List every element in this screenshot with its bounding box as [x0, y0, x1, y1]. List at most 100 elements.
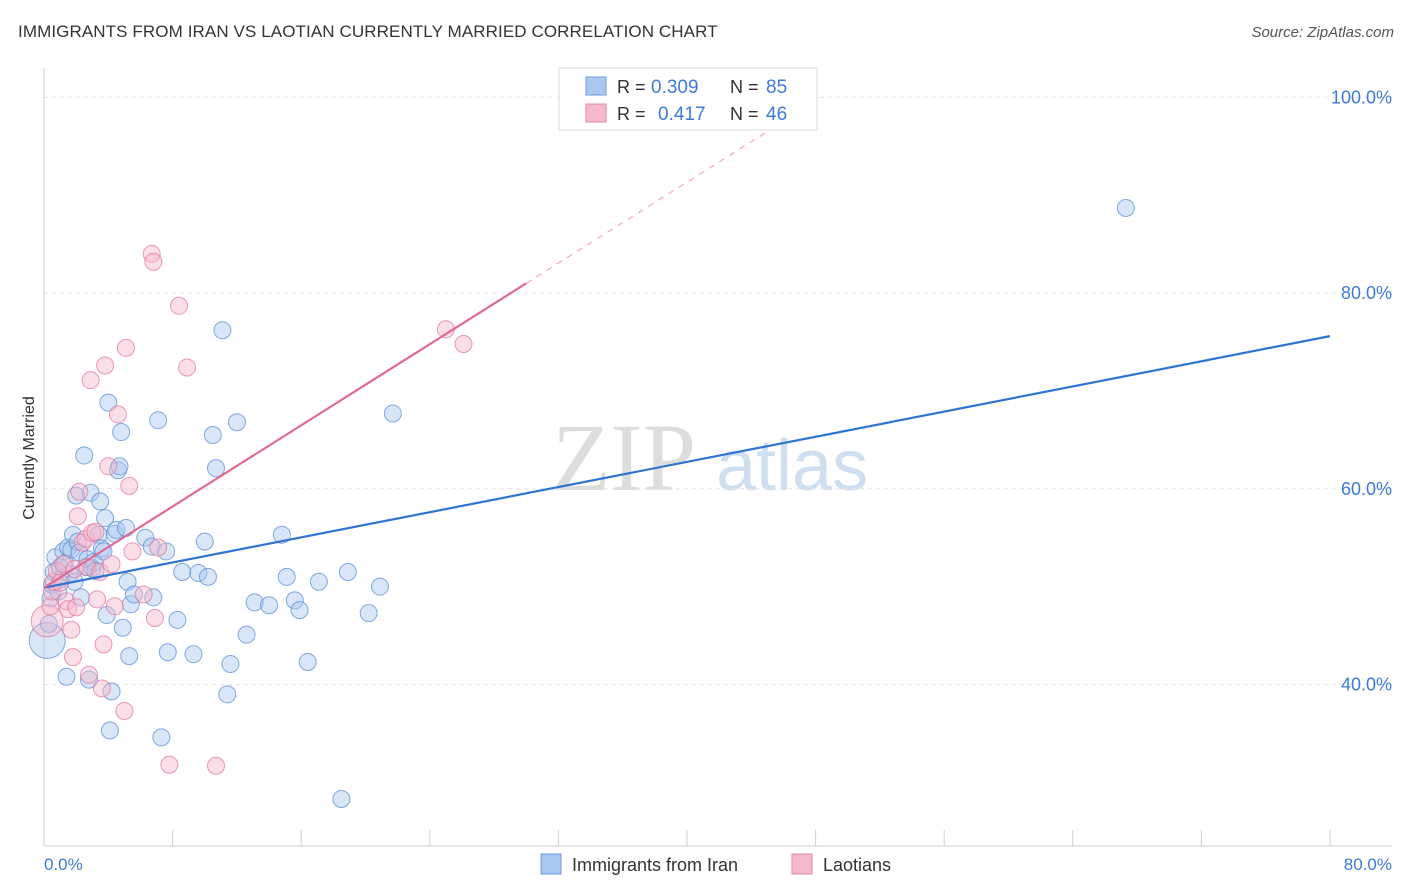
iran-point — [136, 528, 155, 547]
iran-point — [383, 404, 402, 423]
laotians-point — [86, 522, 105, 541]
iran-point — [100, 721, 119, 740]
laotians-point — [142, 244, 161, 263]
x-ticks — [43, 830, 1331, 846]
stats-r-value-iran: 0.309 — [651, 77, 699, 98]
iran-point — [152, 728, 171, 747]
bottom-legend: Immigrants from Iran Laotians — [540, 853, 891, 875]
laotians-point — [92, 679, 111, 698]
laotians-point — [160, 755, 179, 774]
stats-r-value-laotians: 0.417 — [658, 104, 706, 125]
iran-point — [57, 667, 76, 686]
laotians-point — [99, 457, 118, 476]
iran-point — [158, 643, 177, 662]
legend-swatch-iran — [540, 853, 562, 875]
series-laotians-points — [30, 244, 473, 775]
iran-point — [298, 653, 317, 672]
iran-point — [121, 595, 140, 614]
laotians-point — [108, 405, 127, 424]
iran-point — [96, 509, 115, 528]
laotians-point — [62, 620, 81, 639]
iran-point — [39, 614, 58, 633]
x-tick-label-max: 80.0% — [1344, 855, 1392, 874]
laotians-point — [102, 555, 121, 574]
laotians-point — [88, 590, 107, 609]
iran-point — [80, 670, 99, 689]
legend-label-iran: Immigrants from Iran — [572, 855, 738, 875]
y-tick-label: 80.0% — [1341, 283, 1392, 303]
laotians-point — [144, 252, 163, 271]
iran-point — [237, 625, 256, 644]
y-tick-labels: 40.0% 60.0% 80.0% 100.0% — [1331, 87, 1392, 694]
iran-point — [260, 596, 279, 615]
laotians-point — [207, 756, 226, 775]
laotians-point — [68, 507, 87, 526]
laotians-point — [70, 482, 89, 501]
laotians-point — [54, 555, 73, 574]
laotians-point — [80, 665, 99, 684]
laotians-point — [105, 597, 124, 616]
y-tick-label: 100.0% — [1331, 87, 1392, 107]
stats-r-label-laotians: R = — [617, 104, 646, 124]
iran-point — [309, 572, 328, 591]
iran-point — [113, 618, 132, 637]
watermark: ZIP atlas — [552, 404, 868, 511]
iran-point — [1116, 198, 1135, 217]
iran-point — [91, 492, 110, 511]
trend-line-iran — [43, 335, 1331, 589]
iran-point — [207, 459, 226, 478]
iran-point — [189, 563, 208, 582]
stats-n-value-iran: 85 — [766, 77, 787, 98]
iran-point — [116, 518, 135, 537]
laotians-point — [116, 338, 135, 357]
y-tick-label: 40.0% — [1341, 675, 1392, 695]
x-tick-label-min: 0.0% — [44, 855, 83, 874]
y-tick-label: 60.0% — [1341, 479, 1392, 499]
iran-point — [75, 446, 94, 465]
source-label: Source: ZipAtlas.com — [1251, 24, 1394, 41]
laotians-point — [145, 608, 164, 627]
stats-n-label-iran: N = — [730, 77, 759, 97]
laotians-point — [115, 701, 134, 720]
legend-swatch-laotians — [791, 853, 813, 875]
iran-point — [285, 591, 304, 610]
laotians-point — [63, 648, 82, 667]
iran-point — [221, 654, 240, 673]
iran-point — [195, 532, 214, 551]
iran-point — [203, 425, 222, 444]
iran-point — [184, 645, 203, 664]
stats-n-value-laotians: 46 — [766, 104, 787, 125]
stats-swatch-laotians — [585, 103, 607, 123]
laotians-point — [67, 598, 86, 617]
trend-line-laotians — [43, 282, 527, 589]
iran-point — [28, 621, 66, 659]
laotians-point — [57, 592, 76, 611]
stats-r-label-iran: R = — [617, 77, 646, 97]
laotians-point — [134, 585, 153, 604]
y-axis-label: Currently Married — [21, 396, 38, 520]
laotians-point — [81, 371, 100, 390]
iran-point — [198, 567, 217, 586]
stats-swatch-iran — [585, 76, 607, 96]
iran-point — [71, 588, 90, 607]
iran-point — [120, 647, 139, 666]
trend-line-laotians-extension — [525, 131, 768, 284]
watermark-atlas: atlas — [716, 426, 868, 506]
iran-point — [112, 423, 131, 442]
stats-legend: R = 0.309 N = 85 R = 0.417 N = 46 — [558, 67, 818, 131]
laotians-point — [178, 358, 197, 377]
laotians-point — [454, 334, 473, 353]
iran-point — [142, 537, 161, 556]
iran-point — [218, 685, 237, 704]
iran-point — [125, 585, 144, 604]
laotians-point — [170, 296, 189, 315]
laotians-point — [41, 597, 60, 616]
iran-point — [359, 604, 378, 623]
legend-label-laotians: Laotians — [823, 855, 891, 875]
trend-lines — [43, 131, 1331, 589]
stats-n-label-laotians: N = — [730, 104, 759, 124]
laotians-point — [96, 356, 115, 375]
laotians-point — [123, 542, 142, 561]
iran-point — [168, 610, 187, 629]
